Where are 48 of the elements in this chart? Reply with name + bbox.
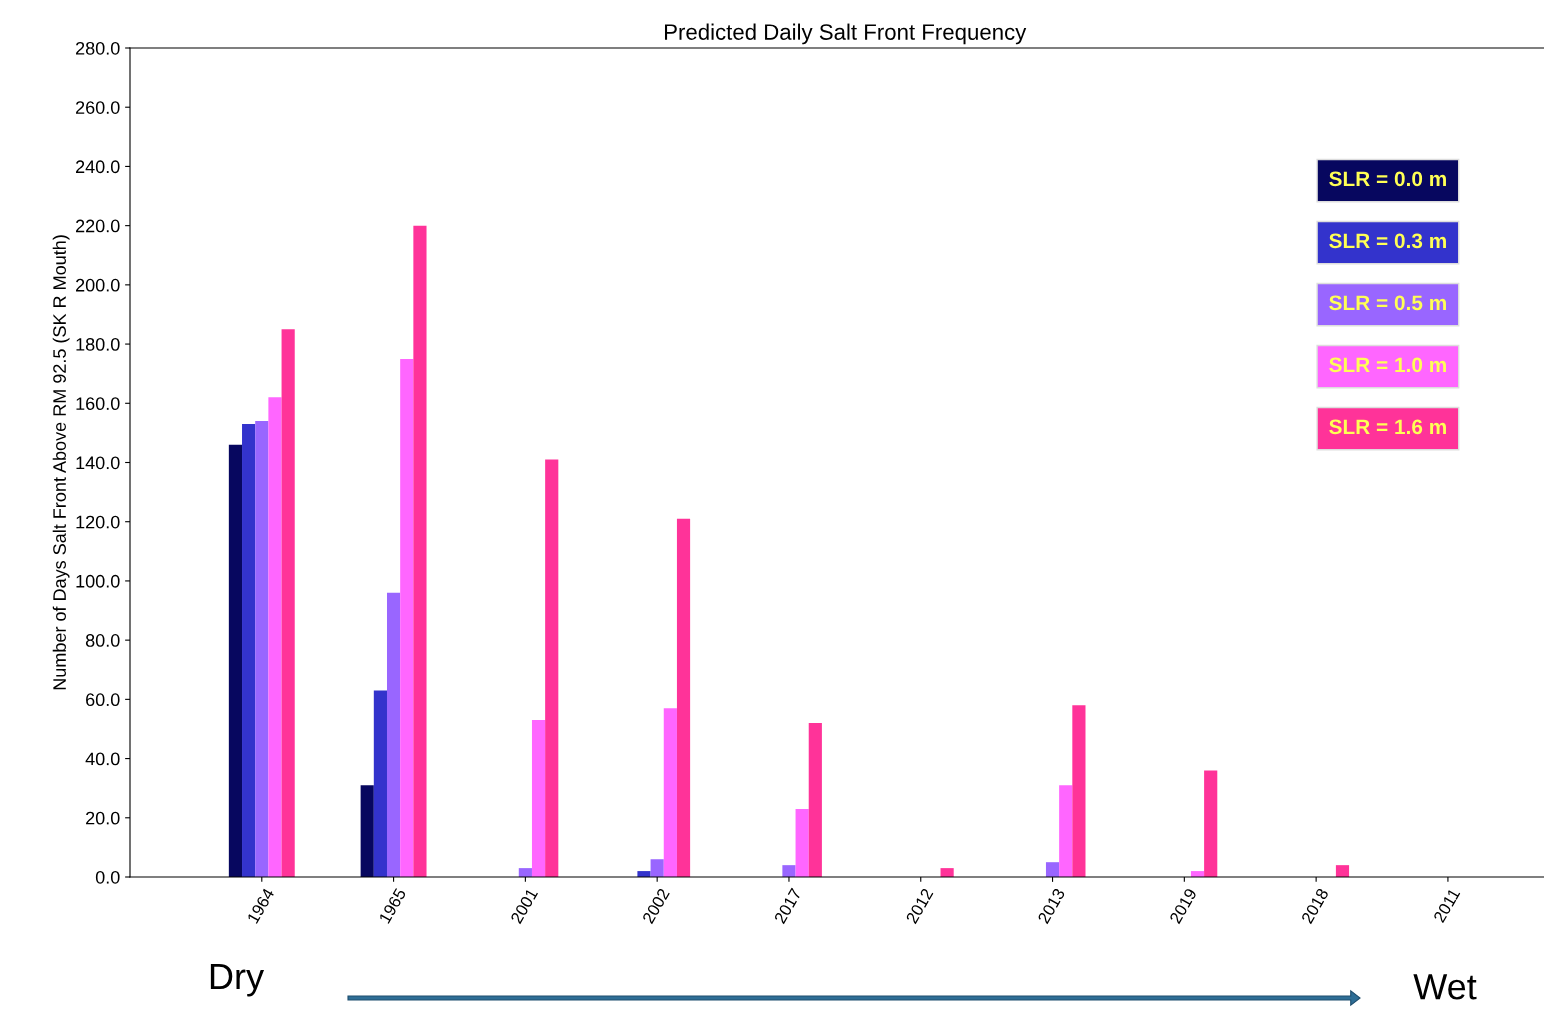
bar bbox=[373, 690, 387, 877]
bar bbox=[413, 225, 427, 877]
bar bbox=[387, 592, 401, 877]
bar bbox=[676, 518, 691, 877]
bar bbox=[360, 785, 374, 877]
bar bbox=[228, 444, 243, 877]
bar bbox=[663, 708, 677, 877]
bar bbox=[808, 723, 822, 877]
bar bbox=[545, 459, 559, 877]
bar bbox=[1204, 770, 1218, 877]
bar bbox=[650, 859, 664, 877]
bar bbox=[400, 358, 414, 877]
y-tick-label: 60.0 bbox=[86, 693, 120, 707]
bar bbox=[795, 808, 809, 877]
bar bbox=[281, 329, 295, 877]
y-axis-title: Number of Days Salt Front Above RM 92.5 (SK R Mouth) bbox=[52, 235, 70, 690]
y-tick-label: 260.0 bbox=[76, 101, 120, 114]
bar bbox=[637, 871, 651, 877]
text: SLR = 0.3 m bbox=[1329, 233, 1446, 249]
y-tick-label: 40.0 bbox=[85, 752, 120, 766]
y-tick-label: 120.0 bbox=[76, 515, 120, 529]
bar bbox=[1059, 785, 1073, 877]
bar bbox=[1045, 862, 1060, 877]
bar bbox=[242, 424, 256, 877]
y-tick-label: 220.0 bbox=[76, 219, 120, 233]
bar bbox=[255, 421, 269, 877]
text: Dry bbox=[210, 964, 265, 997]
y-tick-label: 240.0 bbox=[76, 160, 120, 174]
y-tick-label: 160.0 bbox=[76, 397, 120, 411]
text: Wet bbox=[1413, 974, 1477, 1000]
text: SLR = 1.6 m bbox=[1329, 419, 1446, 435]
text: SLR = 1.0 m bbox=[1329, 357, 1446, 373]
chart-title: Predicted Daily Salt Front Frequency bbox=[664, 23, 1027, 45]
y-tick-label: 100.0 bbox=[76, 574, 120, 588]
bar bbox=[1072, 705, 1086, 877]
y-tick-label: 20.0 bbox=[86, 811, 120, 825]
bar bbox=[531, 720, 546, 877]
y-tick-label: 0.0 bbox=[95, 870, 120, 884]
text: SLR = 0.5 m bbox=[1329, 295, 1446, 311]
bar bbox=[1335, 865, 1350, 877]
bar bbox=[782, 865, 796, 877]
y-tick-label: 80.0 bbox=[85, 634, 120, 647]
y-tick-label: 140.0 bbox=[76, 456, 120, 470]
y-tick-label: 180.0 bbox=[76, 338, 120, 351]
text: SLR = 0.0 m bbox=[1329, 171, 1446, 187]
y-tick-label: 280.0 bbox=[76, 41, 120, 55]
bar bbox=[268, 397, 282, 877]
y-tick-label: 200.0 bbox=[76, 278, 120, 292]
